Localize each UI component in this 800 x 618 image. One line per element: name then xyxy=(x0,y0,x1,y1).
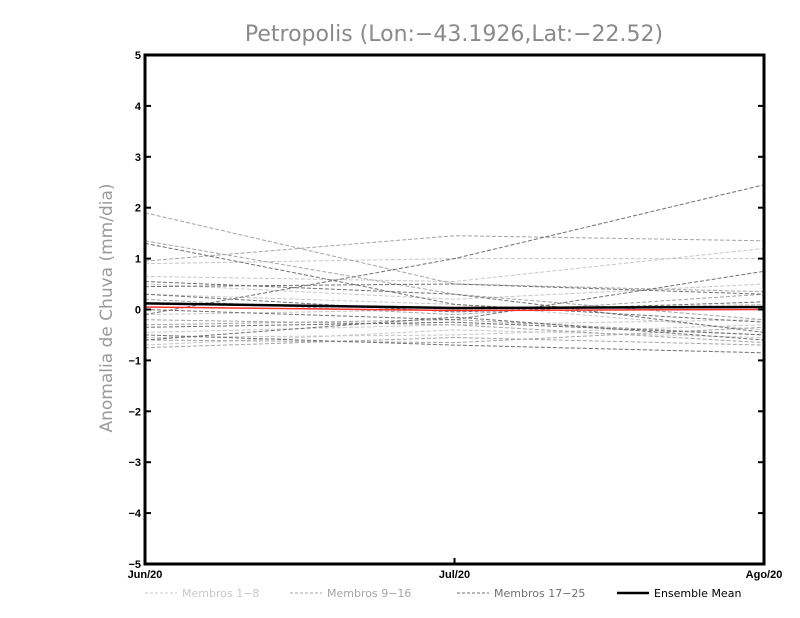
y-tick-label: −1 xyxy=(128,355,141,367)
y-tick-label: −4 xyxy=(128,508,141,520)
y-tick-label: 2 xyxy=(135,203,141,215)
series-line-m11 xyxy=(144,212,765,293)
series-line-ensemble-mean xyxy=(144,302,765,310)
legend: Membros 1−8 Membros 9−16 Membros 17−25 Ense… xyxy=(145,587,741,600)
y-tick-label: −5 xyxy=(128,559,141,571)
series-line-m17 xyxy=(144,184,765,316)
series-line-m22 xyxy=(144,321,765,336)
series-line-m24 xyxy=(144,316,765,341)
series-line-m20 xyxy=(144,283,765,295)
legend-label: Ensemble Mean xyxy=(654,587,741,600)
x-tick-label: Jun/20 xyxy=(128,569,163,581)
legend-label: Membros 9−16 xyxy=(327,587,411,600)
series-line-m18 xyxy=(144,242,765,323)
series-line-m25 xyxy=(144,293,765,313)
y-axis: 5 4 3 2 1 0 −1 −2 −3 −4 −5 xyxy=(128,50,764,571)
series-line-observed xyxy=(144,306,765,312)
series-line-m1 xyxy=(144,247,765,283)
series-line-m7 xyxy=(144,324,765,338)
series-line-m23 xyxy=(144,334,765,354)
y-tick-label: 4 xyxy=(135,101,142,113)
x-tick-label: Jul/20 xyxy=(439,569,470,581)
series-line-m10 xyxy=(144,235,765,262)
legend-label: Membros 17−25 xyxy=(494,587,585,600)
legend-label: Membros 1−8 xyxy=(182,587,259,600)
y-tick-label: 0 xyxy=(135,305,141,317)
series-line-m6 xyxy=(144,329,765,346)
series-line-m8 xyxy=(144,258,764,265)
chart-title: Petropolis (Lon:−43.1926,Lat:−22.52) xyxy=(245,22,663,47)
y-tick-label: 5 xyxy=(135,50,141,62)
series-line-m16 xyxy=(144,336,765,349)
y-tick-label: −2 xyxy=(128,406,141,418)
y-tick-label: 1 xyxy=(135,254,141,266)
series-line-m13 xyxy=(144,319,765,344)
y-tick-label: −3 xyxy=(128,457,141,469)
x-axis: Jun/20 Jul/20 Ago/20 xyxy=(128,558,783,581)
y-axis-label: Anomalia de Chuva (mm/dia) xyxy=(97,183,117,432)
x-tick-label: Ago/20 xyxy=(746,569,783,581)
y-tick-label: 3 xyxy=(135,152,141,164)
series-layer xyxy=(144,184,765,354)
series-line-m21 xyxy=(144,270,765,321)
